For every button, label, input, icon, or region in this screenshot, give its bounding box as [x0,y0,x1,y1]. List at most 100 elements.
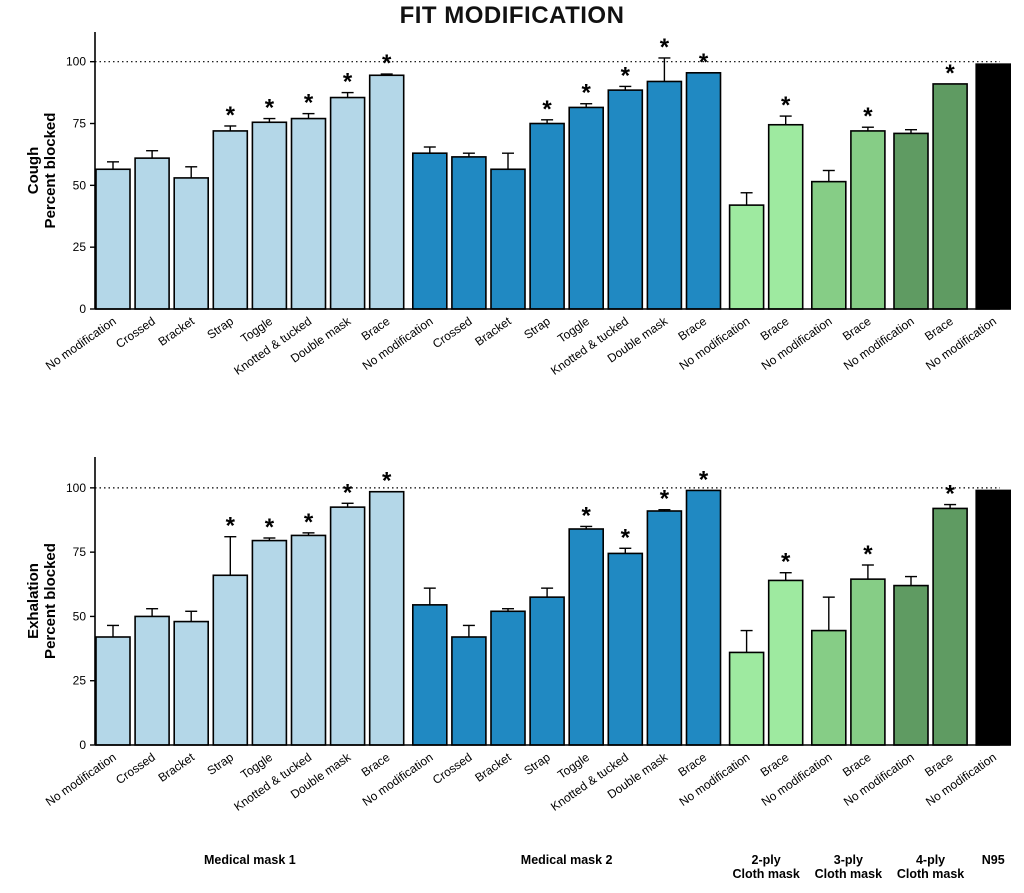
bar [368,74,405,310]
bar [368,490,405,746]
significance-marker: * [945,481,955,508]
bar [451,636,487,746]
significance-marker: * [699,49,709,76]
x-tick-label: No modification [43,750,119,809]
bar [685,489,722,746]
significance-marker: * [863,541,873,568]
significance-marker: * [304,509,314,536]
x-tick-label: Brace [840,750,874,780]
bar [490,610,526,746]
significance-marker: * [660,34,670,61]
significance-marker: * [781,92,791,119]
bar [893,132,929,310]
y-axis-label-line: Cough [25,147,42,194]
significance-marker: * [621,62,631,89]
group-label: Medical mask 2 [520,853,613,867]
bar [646,80,683,310]
x-tick-label: Bracket [472,750,514,785]
bar [529,122,565,310]
significance-marker: * [382,50,392,77]
bar [95,636,131,746]
x-tick-label: Bracket [156,314,198,349]
bar [329,506,366,746]
significance-marker: * [621,524,631,551]
significance-marker: * [660,486,670,513]
bar [529,596,565,746]
bar [251,121,288,310]
x-tick-label: Strap [521,314,553,342]
significance-marker: * [582,80,592,107]
panel-2: No modificationCrossedBracket*Strap*Togg… [25,457,1012,814]
bar [212,574,249,746]
y-tick-label: 100 [66,481,86,495]
bar [728,204,765,310]
y-axis-label: ExhalationPercent blocked [25,543,59,659]
bar [685,72,722,310]
bar [975,489,1012,746]
x-tick-label: Brace [676,314,710,344]
y-tick-label: 25 [73,674,87,688]
significance-marker: * [699,466,709,493]
significance-marker: * [542,96,552,123]
bar [290,117,327,310]
significance-marker: * [582,502,592,529]
bar [850,578,886,746]
significance-marker: * [945,60,955,87]
y-tick-label: 0 [79,738,86,752]
bar [767,123,804,310]
x-tick-label: Brace [840,314,874,344]
x-tick-label: Crossed [430,750,475,787]
x-tick-label: Brace [676,750,710,780]
bar [134,615,170,746]
group-label: 3-ply Cloth mask [814,853,883,881]
bar [728,651,765,746]
y-tick-label: 75 [73,545,87,559]
x-tick-label: Brace [359,750,393,780]
bar [329,96,366,310]
x-tick-label: No modification [43,314,119,373]
significance-marker: * [343,479,353,506]
y-tick-label: 50 [73,609,87,623]
y-tick-label: 50 [73,178,87,192]
group-label: 4-ply Cloth mask [896,853,965,881]
bar [451,156,487,310]
bar [607,89,644,310]
bar [411,152,448,310]
x-tick-label: Brace [922,750,956,780]
bar [850,130,886,310]
x-tick-label: Strap [521,750,553,778]
group-label: 2-ply Cloth mask [732,853,800,881]
significance-marker: * [226,513,236,540]
bar [251,539,288,746]
x-tick-label: Bracket [472,314,514,349]
bar [568,106,605,310]
x-tick-label: Strap [204,750,236,778]
x-tick-label: Crossed [113,314,158,351]
y-axis-label-line: Percent blocked [42,543,59,659]
y-tick-label: 75 [73,117,87,131]
bar [932,507,968,746]
x-tick-label: Brace [758,314,792,344]
bar [411,604,448,746]
x-tick-label: Crossed [113,750,158,787]
y-tick-label: 0 [79,302,86,316]
x-tick-label: Brace [922,314,956,344]
y-tick-label: 100 [66,55,86,69]
significance-marker: * [382,468,392,495]
bar [810,629,847,746]
bar [932,83,968,310]
bar [607,552,644,746]
group-label: N95 [981,853,1005,867]
x-tick-label: Brace [758,750,792,780]
bar [893,584,929,746]
y-tick-label: 25 [73,240,87,254]
bar [646,510,683,746]
y-axis-label-line: Exhalation [25,563,42,639]
bar [490,168,526,310]
significance-marker: * [226,102,236,129]
bar [134,157,170,310]
bar [767,579,804,746]
significance-marker: * [343,69,353,96]
bar [810,180,847,310]
